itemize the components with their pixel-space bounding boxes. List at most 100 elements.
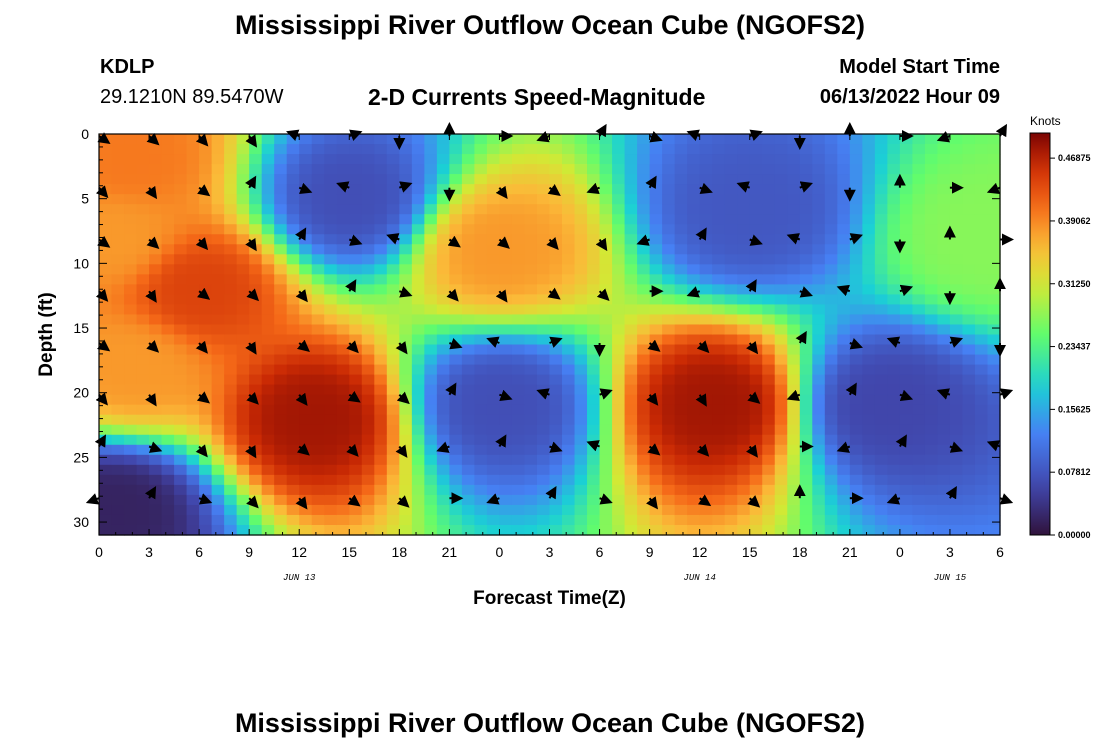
heatmap-cell [99, 404, 113, 416]
heatmap-cell [637, 324, 651, 336]
heatmap-cell [562, 364, 576, 376]
heatmap-cell [949, 284, 964, 296]
heatmap-cell [511, 434, 526, 446]
heatmap-cell [699, 134, 713, 145]
heatmap-cell [737, 374, 751, 386]
heatmap-cell [286, 374, 300, 386]
heatmap-cell [837, 224, 851, 235]
heatmap-cell [299, 474, 313, 486]
heatmap-cell [136, 254, 150, 265]
colorbar-unit: Knots [1030, 114, 1061, 128]
heatmap-cell [699, 474, 713, 486]
heatmap-cell [374, 234, 388, 245]
heatmap-cell [737, 424, 751, 436]
heatmap-cell [899, 474, 913, 486]
heatmap-cell [199, 274, 213, 285]
heatmap-cell [449, 274, 463, 285]
heatmap-cell [712, 454, 726, 466]
heatmap-cell [812, 274, 826, 285]
heatmap-cell [699, 414, 713, 426]
heatmap-cell [924, 374, 939, 386]
heatmap-cell [937, 424, 951, 436]
heatmap-cell [324, 364, 338, 376]
heatmap-cell [461, 324, 476, 336]
heatmap-cell [574, 304, 588, 316]
current-vector [295, 496, 308, 510]
heatmap-cell [862, 324, 876, 336]
heatmap-cell [161, 244, 175, 255]
heatmap-cell [349, 364, 363, 376]
heatmap-cell [587, 144, 601, 155]
heatmap-cell [536, 454, 551, 466]
heatmap-cell [199, 194, 213, 205]
heatmap-cell [749, 224, 763, 235]
heatmap-cell [924, 264, 939, 275]
heatmap-cell [536, 164, 551, 175]
heatmap-cell [749, 334, 763, 346]
heatmap-cell [574, 334, 588, 346]
heatmap-cell [236, 434, 250, 446]
current-vector [446, 288, 459, 302]
heatmap-cell [687, 324, 701, 336]
heatmap-cell [274, 514, 288, 526]
heatmap-cell [874, 184, 888, 195]
heatmap-cell [99, 324, 113, 336]
heatmap-cell [637, 394, 651, 406]
heatmap-cell [136, 174, 150, 185]
heatmap-cell [862, 254, 876, 265]
heatmap-cell [962, 174, 976, 185]
heatmap-cell [274, 294, 288, 306]
heatmap-cell [449, 314, 463, 326]
heatmap-cell [136, 444, 150, 456]
heatmap-cell [524, 184, 538, 195]
heatmap-cell [136, 514, 150, 526]
heatmap-cell [774, 134, 788, 145]
heatmap-cell [699, 224, 713, 235]
heatmap-cell [837, 394, 851, 406]
heatmap-cell [236, 284, 250, 296]
heatmap-cell [524, 334, 538, 346]
heatmap-cell [236, 234, 250, 245]
heatmap-cell [949, 524, 964, 536]
heatmap-cell [649, 454, 663, 466]
heatmap-cell [687, 444, 701, 456]
heatmap-cell [424, 284, 438, 296]
heatmap-cell [974, 214, 989, 225]
heatmap-cell [186, 184, 200, 195]
heatmap-cell [149, 304, 163, 316]
heatmap-cell [624, 284, 638, 296]
heatmap-cell [286, 514, 300, 526]
heatmap-cell [899, 404, 913, 416]
heatmap-cell [361, 394, 375, 406]
heatmap-cell [587, 204, 601, 215]
heatmap-cell [486, 354, 501, 366]
heatmap-cell [812, 464, 826, 476]
heatmap-cell [161, 204, 175, 215]
heatmap-cell [536, 144, 551, 155]
heatmap-cell [787, 384, 801, 396]
heatmap-cell [874, 144, 888, 155]
heatmap-cell [274, 454, 288, 466]
current-vector [436, 441, 450, 453]
heatmap-cell [511, 394, 526, 406]
heatmap-cell [174, 334, 188, 346]
heatmap-cell [324, 144, 338, 155]
heatmap-cell [136, 324, 150, 336]
heatmap-cell [849, 374, 863, 386]
heatmap-cell [499, 174, 513, 185]
heatmap-cell [374, 344, 388, 356]
heatmap-cell [336, 444, 350, 456]
heatmap-cell [186, 254, 200, 265]
heatmap-cell [361, 164, 375, 175]
heatmap-cell [199, 374, 213, 386]
heatmap-cell [161, 344, 175, 356]
heatmap-cell [399, 424, 413, 436]
heatmap-cell [424, 184, 438, 195]
heatmap-cell [374, 524, 388, 536]
heatmap-cell [136, 224, 150, 235]
heatmap-cell [874, 354, 888, 366]
heatmap-cell [424, 514, 438, 526]
heatmap-cell [599, 134, 613, 145]
heatmap-cell [286, 294, 300, 306]
x-tick-label: 3 [546, 544, 554, 560]
